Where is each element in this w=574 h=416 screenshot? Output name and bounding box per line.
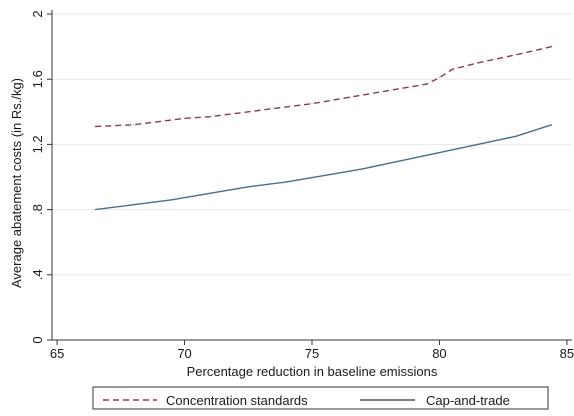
x-axis-label: Percentage reduction in baseline emissio…: [187, 364, 438, 379]
y-tick-label: 1.2: [30, 135, 45, 153]
series-point-cap-and-trade: [209, 192, 211, 194]
legend: Concentration standards Cap-and-trade: [92, 386, 549, 410]
y-tick-label: 2: [30, 10, 45, 17]
y-tick-label: 1.6: [30, 70, 45, 88]
legend-label-concentration-standards: Concentration standards: [166, 393, 308, 408]
series-layer: [94, 45, 553, 211]
series-point-concentration-standards: [438, 76, 441, 79]
series-point-cap-and-trade: [94, 209, 96, 211]
series-point-concentration-standards: [311, 103, 313, 105]
y-tick-label: 0: [30, 336, 45, 343]
x-tick-label: 75: [305, 346, 319, 361]
series-point-cap-and-trade: [247, 186, 249, 188]
y-axis-label: Average abatement costs (in Rs./kg): [9, 78, 24, 288]
x-tick-label: 65: [50, 346, 64, 361]
series-point-concentration-standards: [387, 90, 390, 92]
series-point-cap-and-trade: [362, 168, 364, 170]
series-point-cap-and-trade: [515, 135, 517, 137]
y-tick-label: .8: [30, 204, 45, 215]
series-point-cap-and-trade: [438, 151, 441, 154]
x-tick-label: 80: [432, 346, 446, 361]
series-point-concentration-standards: [349, 96, 351, 98]
series-point-cap-and-trade: [400, 160, 402, 162]
series-point-cap-and-trade: [132, 204, 135, 206]
series-point-concentration-standards: [451, 68, 453, 71]
x-tick-label: 85: [560, 346, 574, 361]
series-point-concentration-standards: [132, 124, 135, 126]
series-point-cap-and-trade: [551, 124, 553, 126]
series-point-cap-and-trade: [324, 174, 326, 176]
legend-box: [92, 386, 549, 410]
series-point-cap-and-trade: [477, 143, 479, 145]
series-point-concentration-standards: [209, 116, 211, 118]
series-point-concentration-standards: [183, 117, 186, 119]
series-point-concentration-standards: [158, 120, 160, 123]
series-point-concentration-standards: [94, 125, 96, 128]
series-point-concentration-standards: [515, 54, 517, 56]
series-point-concentration-standards: [477, 62, 479, 64]
series-point-concentration-standards: [551, 46, 553, 48]
x-tick-label: 70: [177, 346, 191, 361]
series-point-concentration-standards: [247, 111, 249, 113]
ticks-layer: 0 .4 .8 1.2 1.6 2 65 70 75 80 85: [30, 10, 574, 361]
y-tick-label: .4: [30, 269, 45, 280]
legend-label-cap-and-trade: Cap-and-trade: [426, 393, 510, 408]
series-point-concentration-standards: [426, 83, 428, 85]
series-point-cap-and-trade: [285, 181, 288, 183]
series-point-cap-and-trade: [171, 199, 173, 201]
series-point-concentration-standards: [285, 106, 288, 108]
